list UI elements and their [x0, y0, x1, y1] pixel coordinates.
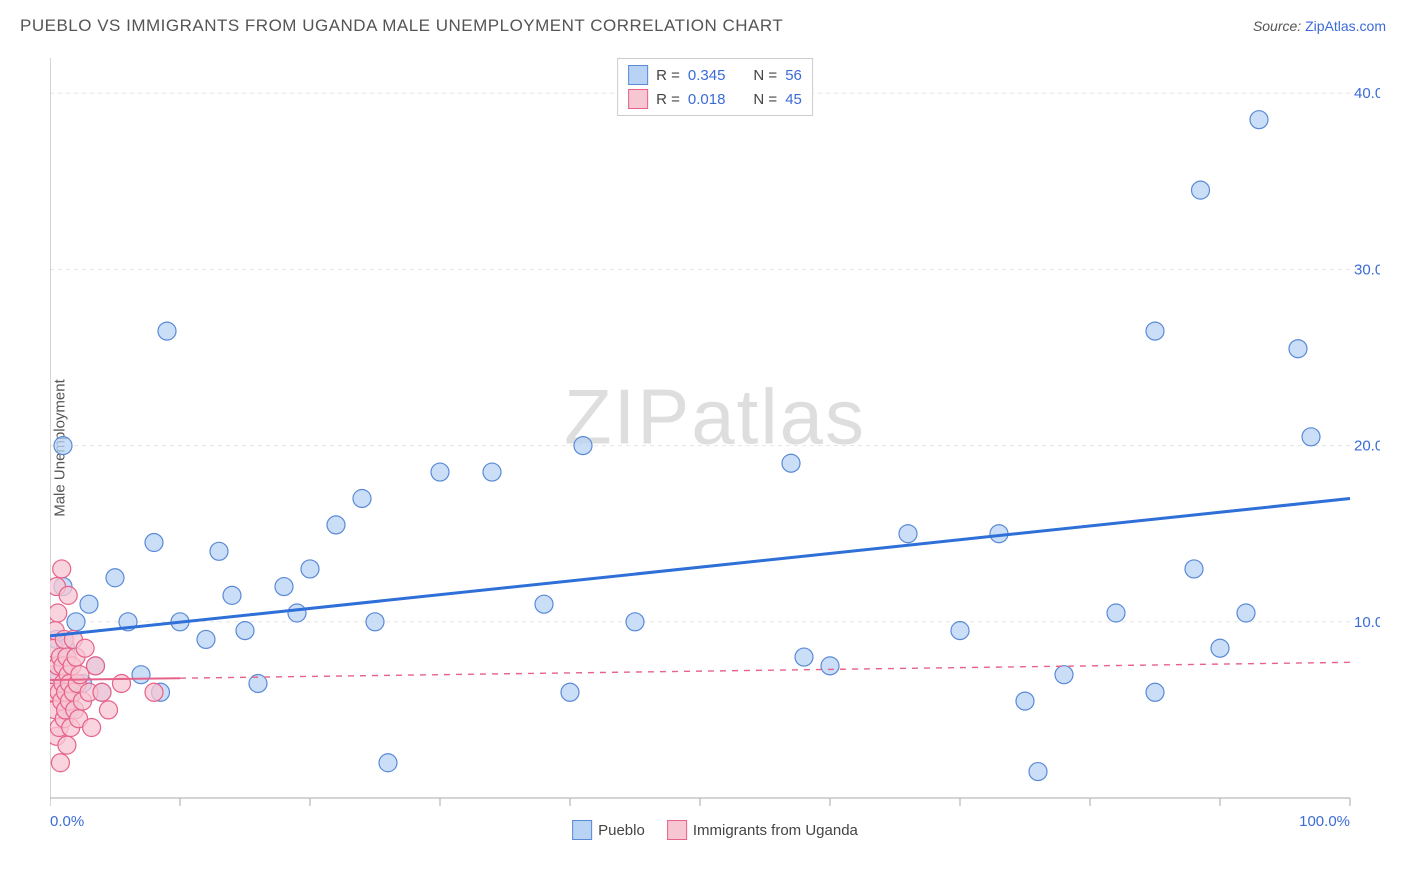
data-point — [379, 754, 397, 772]
data-point — [1192, 181, 1210, 199]
legend-r-label: R = — [656, 91, 680, 108]
trend-line-extrapolated — [180, 662, 1350, 678]
data-point — [93, 683, 111, 701]
source-link[interactable]: ZipAtlas.com — [1305, 18, 1386, 34]
data-point — [106, 569, 124, 587]
data-point — [236, 622, 254, 640]
data-point — [210, 542, 228, 560]
y-tick-label: 20.0% — [1354, 438, 1380, 455]
data-point — [951, 622, 969, 640]
data-point — [132, 666, 150, 684]
data-point — [561, 683, 579, 701]
data-point — [431, 463, 449, 481]
legend-swatch — [667, 820, 687, 840]
legend-n-value: 45 — [785, 91, 802, 108]
data-point — [223, 586, 241, 604]
data-point — [366, 613, 384, 631]
legend-n-value: 56 — [785, 67, 802, 84]
data-point — [50, 604, 67, 622]
y-tick-label: 30.0% — [1354, 261, 1380, 278]
data-point — [899, 525, 917, 543]
stats-legend-row: R = 0.018 N = 45 — [628, 87, 802, 111]
data-point — [1146, 683, 1164, 701]
source-credit: Source: ZipAtlas.com — [1253, 18, 1386, 34]
data-point — [67, 613, 85, 631]
data-point — [158, 322, 176, 340]
data-point — [574, 437, 592, 455]
data-point — [145, 534, 163, 552]
data-point — [197, 630, 215, 648]
data-point — [1146, 322, 1164, 340]
legend-swatch — [628, 89, 648, 109]
legend-r-value: 0.018 — [688, 91, 726, 108]
scatter-chart: 10.0% 20.0% 30.0% 40.0% 0.0% 100.0% — [50, 58, 1380, 838]
chart-area: Male Unemployment ZIPatlas 10.0%20.0%30.… — [50, 58, 1380, 838]
data-point — [51, 754, 69, 772]
data-point — [327, 516, 345, 534]
data-point — [76, 639, 94, 657]
legend-r-value: 0.345 — [688, 67, 726, 84]
data-point — [795, 648, 813, 666]
legend-swatch — [572, 820, 592, 840]
data-point — [58, 736, 76, 754]
legend-series-name: Immigrants from Uganda — [693, 822, 858, 839]
data-point — [1055, 666, 1073, 684]
data-point — [53, 560, 71, 578]
y-tick-label: 10.0% — [1354, 614, 1380, 631]
chart-title: PUEBLO VS IMMIGRANTS FROM UGANDA MALE UN… — [20, 16, 783, 36]
data-point — [1289, 340, 1307, 358]
data-point — [113, 674, 131, 692]
data-point — [288, 604, 306, 622]
data-point — [59, 586, 77, 604]
data-point — [1029, 763, 1047, 781]
data-point — [626, 613, 644, 631]
x-tick-label: 100.0% — [1299, 813, 1350, 830]
x-tick-label: 0.0% — [50, 813, 84, 830]
data-point — [80, 595, 98, 613]
data-point — [1016, 692, 1034, 710]
data-point — [100, 701, 118, 719]
stats-legend-row: R = 0.345 N = 56 — [628, 63, 802, 87]
legend-series-name: Pueblo — [598, 822, 645, 839]
legend-n-label: N = — [753, 91, 777, 108]
legend-swatch — [628, 65, 648, 85]
trend-line — [50, 498, 1350, 635]
y-tick-label: 40.0% — [1354, 85, 1380, 102]
data-point — [353, 489, 371, 507]
data-point — [145, 683, 163, 701]
bottom-legend: Pueblo Immigrants from Uganda — [572, 820, 858, 840]
data-point — [1302, 428, 1320, 446]
data-point — [483, 463, 501, 481]
stats-legend: R = 0.345 N = 56 R = 0.018 N = 45 — [617, 58, 813, 116]
data-point — [1250, 111, 1268, 129]
legend-n-label: N = — [753, 67, 777, 84]
data-point — [1185, 560, 1203, 578]
data-point — [301, 560, 319, 578]
data-point — [1237, 604, 1255, 622]
bottom-legend-item: Pueblo — [572, 820, 645, 840]
legend-r-label: R = — [656, 67, 680, 84]
data-point — [782, 454, 800, 472]
data-point — [275, 578, 293, 596]
data-point — [1211, 639, 1229, 657]
data-point — [821, 657, 839, 675]
data-point — [54, 437, 72, 455]
data-point — [535, 595, 553, 613]
data-point — [71, 666, 89, 684]
data-point — [1107, 604, 1125, 622]
data-point — [83, 719, 101, 737]
bottom-legend-item: Immigrants from Uganda — [667, 820, 858, 840]
data-point — [87, 657, 105, 675]
